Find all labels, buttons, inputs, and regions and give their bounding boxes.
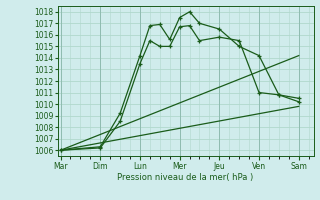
X-axis label: Pression niveau de la mer( hPa ): Pression niveau de la mer( hPa ) xyxy=(117,173,254,182)
